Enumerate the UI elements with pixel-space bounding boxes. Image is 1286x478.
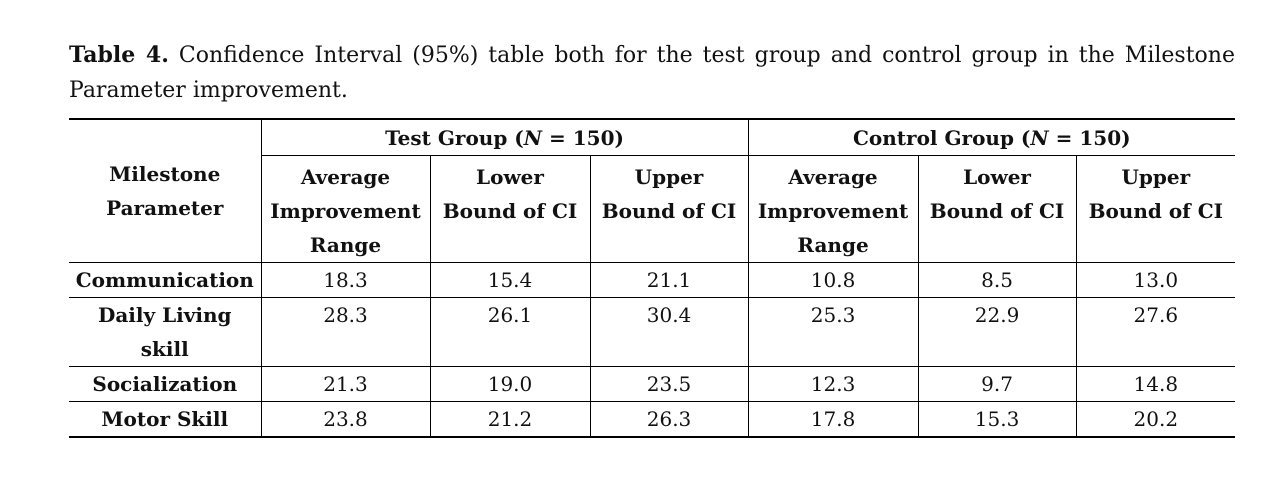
group-header-row: Milestone Parameter Test Group (N = 150)…: [69, 118, 1236, 263]
table-row: Daily Living skill 28.3 26.1 30.4 25.3 2…: [69, 297, 1236, 367]
row-parameter: Socialization: [69, 366, 262, 402]
table-cell: 9.7: [918, 366, 1077, 402]
table-row: Communication 18.3 15.4 21.1 10.8 8.5 13…: [69, 262, 1236, 298]
table-cell: 30.4: [590, 297, 749, 367]
subheader-control-upper: Upper Bound of CI: [1076, 155, 1236, 263]
caption-text: Confidence Interval (95%) table both for…: [69, 43, 1235, 103]
corner-header: Milestone Parameter: [69, 118, 262, 263]
subheader-test-lower: Lower Bound of CI: [430, 155, 591, 263]
table-cell: 21.1: [590, 262, 749, 298]
corner-header-line2: Parameter: [106, 196, 224, 220]
table-cell: 18.3: [261, 262, 431, 298]
test-group-header: Test Group (N = 150): [261, 118, 749, 156]
table-cell: 25.3: [748, 297, 919, 367]
row-parameter: Communication: [69, 262, 262, 298]
table-cell: 28.3: [261, 297, 431, 367]
table-cell: 26.1: [430, 297, 591, 367]
subheader-control-lower: Lower Bound of CI: [918, 155, 1077, 263]
table-cell: 10.8: [748, 262, 919, 298]
subheader-test-average: Average Improvement Range: [261, 155, 431, 263]
table-row: Socialization 21.3 19.0 23.5 12.3 9.7 14…: [69, 366, 1236, 402]
table-cell: 21.3: [261, 366, 431, 402]
table-cell: 26.3: [590, 401, 749, 438]
table-cell: 15.4: [430, 262, 591, 298]
table-cell: 19.0: [430, 366, 591, 402]
table-cell: 20.2: [1076, 401, 1236, 438]
table-cell: 8.5: [918, 262, 1077, 298]
table-cell: 27.6: [1076, 297, 1236, 367]
corner-header-line1: Milestone: [109, 162, 221, 186]
table-row: Motor Skill 23.8 21.2 26.3 17.8 15.3 20.…: [69, 401, 1236, 438]
row-parameter: Daily Living skill: [69, 297, 262, 367]
table-cell: 13.0: [1076, 262, 1236, 298]
table-caption: Table 4. Confidence Interval (95%) table…: [69, 38, 1235, 108]
subheader-control-average: Average Improvement Range: [748, 155, 919, 263]
table-cell: 22.9: [918, 297, 1077, 367]
table-cell: 14.8: [1076, 366, 1236, 402]
row-parameter: Motor Skill: [69, 401, 262, 438]
subheader-test-upper: Upper Bound of CI: [590, 155, 749, 263]
table-cell: 17.8: [748, 401, 919, 438]
control-group-header: Control Group (N = 150): [748, 118, 1236, 156]
caption-label: Table 4.: [69, 42, 169, 68]
subheader-row: Average Improvement Range Lower Bound of…: [69, 155, 1236, 263]
table-cell: 12.3: [748, 366, 919, 402]
table-cell: 23.5: [590, 366, 749, 402]
table-cell: 21.2: [430, 401, 591, 438]
table-cell: 23.8: [261, 401, 431, 438]
confidence-interval-table: Milestone Parameter Test Group (N = 150)…: [69, 118, 1236, 438]
table-cell: 15.3: [918, 401, 1077, 438]
